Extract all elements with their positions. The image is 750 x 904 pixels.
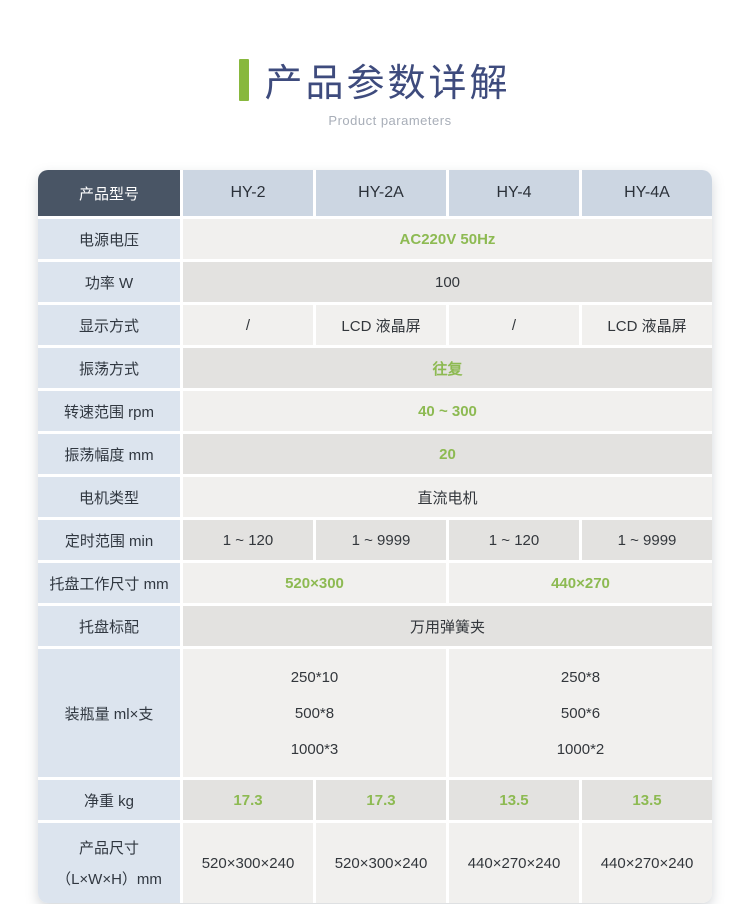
table-row-amplitude: 振荡幅度 mm 20 (38, 434, 712, 474)
table-row-bottle-capacity: 装瓶量 ml×支 250*10 500*8 1000*3 250*8 500*6… (38, 649, 712, 777)
row-label: 净重 kg (38, 780, 180, 820)
table-cell: 250*8 500*6 1000*2 (449, 649, 712, 777)
column-header-hy4a: HY-4A (582, 170, 712, 216)
table-cell: 往复 (183, 348, 712, 388)
row-label: 装瓶量 ml×支 (38, 649, 180, 777)
row-label: 振荡幅度 mm (38, 434, 180, 474)
table-cell: AC220V 50Hz (183, 219, 712, 259)
table-cell: 520×300 (183, 563, 446, 603)
row-label-line: 产品尺寸 (78, 840, 139, 857)
column-header-hy2: HY-2 (183, 170, 313, 216)
row-label: 托盘标配 (38, 606, 180, 646)
table-cell: LCD 液晶屏 (316, 305, 446, 345)
table-cell: 250*10 500*8 1000*3 (183, 649, 446, 777)
row-label: 转速范围 rpm (38, 391, 180, 431)
column-header-model: 产品型号 (38, 170, 180, 216)
table-cell: 20 (183, 434, 712, 474)
table-cell: 440×270 (449, 563, 712, 603)
table-cell: 17.3 (183, 780, 313, 820)
title-block: 产品参数详解 Product parameters (0, 52, 750, 128)
table-row-tray-size: 托盘工作尺寸 mm 520×300 440×270 (38, 563, 712, 603)
table-cell: 17.3 (316, 780, 446, 820)
table-cell: 520×300×240 (183, 823, 313, 903)
table-cell: 520×300×240 (316, 823, 446, 903)
table-cell: 40 ~ 300 (183, 391, 712, 431)
table-cell: 1 ~ 9999 (316, 520, 446, 560)
spec-table: 产品型号 HY-2 HY-2A HY-4 HY-4A 电源电压 AC220V 5… (38, 170, 712, 903)
cell-line: 500*6 (560, 704, 601, 722)
column-header-hy4: HY-4 (449, 170, 579, 216)
table-cell: LCD 液晶屏 (582, 305, 712, 345)
row-label-line: （L×W×H）mm (56, 871, 162, 888)
table-row-speed-range: 转速范围 rpm 40 ~ 300 (38, 391, 712, 431)
row-label: 显示方式 (38, 305, 180, 345)
table-cell: 13.5 (449, 780, 579, 820)
table-row-oscillation-mode: 振荡方式 往复 (38, 348, 712, 388)
table-cell: 100 (183, 262, 712, 302)
row-label: 电机类型 (38, 477, 180, 517)
row-label: 产品尺寸 （L×W×H）mm (38, 823, 180, 903)
table-row-product-size: 产品尺寸 （L×W×H）mm 520×300×240 520×300×240 4… (38, 823, 712, 903)
table-row-motor-type: 电机类型 直流电机 (38, 477, 712, 517)
row-label: 振荡方式 (38, 348, 180, 388)
table-cell: 直流电机 (183, 477, 712, 517)
row-label: 托盘工作尺寸 mm (38, 563, 180, 603)
row-label: 电源电压 (38, 219, 180, 259)
column-header-hy2a: HY-2A (316, 170, 446, 216)
table-row-timer-range: 定时范围 min 1 ~ 120 1 ~ 9999 1 ~ 120 1 ~ 99… (38, 520, 712, 560)
cell-line: 250*10 (290, 668, 339, 686)
table-row-net-weight: 净重 kg 17.3 17.3 13.5 13.5 (38, 780, 712, 820)
table-cell: 440×270×240 (449, 823, 579, 903)
table-cell: 1 ~ 9999 (582, 520, 712, 560)
cell-line: 500*8 (294, 704, 335, 722)
cell-line: 1000*2 (556, 740, 605, 758)
page-title: 产品参数详解 (264, 63, 511, 105)
table-header-row: 产品型号 HY-2 HY-2A HY-4 HY-4A (38, 170, 712, 216)
table-cell: 1 ~ 120 (449, 520, 579, 560)
table-cell: 440×270×240 (582, 823, 712, 903)
cell-line: 1000*3 (290, 740, 339, 758)
table-row-tray-standard: 托盘标配 万用弹簧夹 (38, 606, 712, 646)
page-subtitle: Product parameters (328, 113, 452, 128)
table-row-display: 显示方式 / LCD 液晶屏 / LCD 液晶屏 (38, 305, 712, 345)
table-cell: 13.5 (582, 780, 712, 820)
accent-bar-icon (239, 58, 250, 101)
table-row-voltage: 电源电压 AC220V 50Hz (38, 219, 712, 259)
table-row-power: 功率 W 100 (38, 262, 712, 302)
row-label: 功率 W (38, 262, 180, 302)
cell-line: 250*8 (560, 668, 601, 686)
table-cell: / (183, 305, 313, 345)
table-cell: 1 ~ 120 (183, 520, 313, 560)
row-label: 定时范围 min (38, 520, 180, 560)
table-cell: 万用弹簧夹 (183, 606, 712, 646)
table-cell: / (449, 305, 579, 345)
